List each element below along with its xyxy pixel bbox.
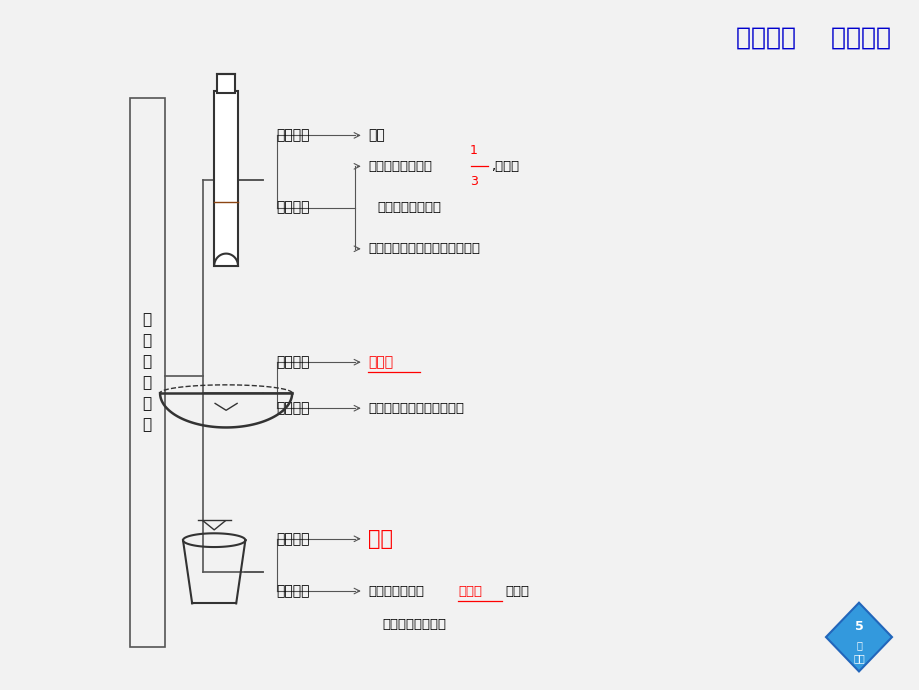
Text: 移动坩埚时要用: 移动坩埚时要用	[368, 584, 424, 598]
Text: 放在泥三角上加热: 放在泥三角上加热	[381, 618, 446, 631]
Text: 导引: 导引	[852, 653, 864, 662]
Text: 使用方法: 使用方法	[277, 201, 310, 215]
Text: 夹取，: 夹取，	[505, 584, 529, 598]
Bar	[214, 90, 238, 266]
Text: 目: 目	[855, 640, 861, 650]
Bar	[217, 74, 234, 92]
Text: ,试管口: ,试管口	[491, 160, 518, 172]
Text: 专题十一    实验化学: 专题十一 实验化学	[735, 26, 891, 50]
Text: 蒸发浓缩时要用玻璃棒搅拌: 蒸发浓缩时要用玻璃棒搅拌	[368, 402, 464, 415]
Text: 直
接
加
热
仪
器: 直 接 加 热 仪 器	[142, 313, 152, 433]
Text: 仪器名称: 仪器名称	[277, 532, 310, 546]
FancyBboxPatch shape	[130, 97, 165, 647]
Text: 加热固体时试管口应略向下倾斜: 加热固体时试管口应略向下倾斜	[368, 242, 480, 255]
Text: 试管: 试管	[368, 128, 385, 142]
Text: 液体不超过容积的: 液体不超过容积的	[368, 160, 432, 172]
Text: 使用方法: 使用方法	[277, 584, 310, 598]
Text: 仪器名称: 仪器名称	[277, 128, 310, 142]
Text: 仪器名称: 仪器名称	[277, 355, 310, 369]
Text: 5: 5	[854, 620, 862, 633]
Text: 蒸发皿: 蒸发皿	[368, 355, 393, 369]
Text: 坩埚: 坩埚	[368, 529, 392, 549]
Text: 勿对着自己或别人: 勿对着自己或别人	[377, 201, 441, 214]
Text: 1: 1	[470, 144, 477, 157]
Text: 3: 3	[470, 175, 477, 188]
Text: 坩埚钳: 坩埚钳	[458, 584, 482, 598]
Text: 使用方法: 使用方法	[277, 401, 310, 415]
Polygon shape	[825, 602, 891, 671]
